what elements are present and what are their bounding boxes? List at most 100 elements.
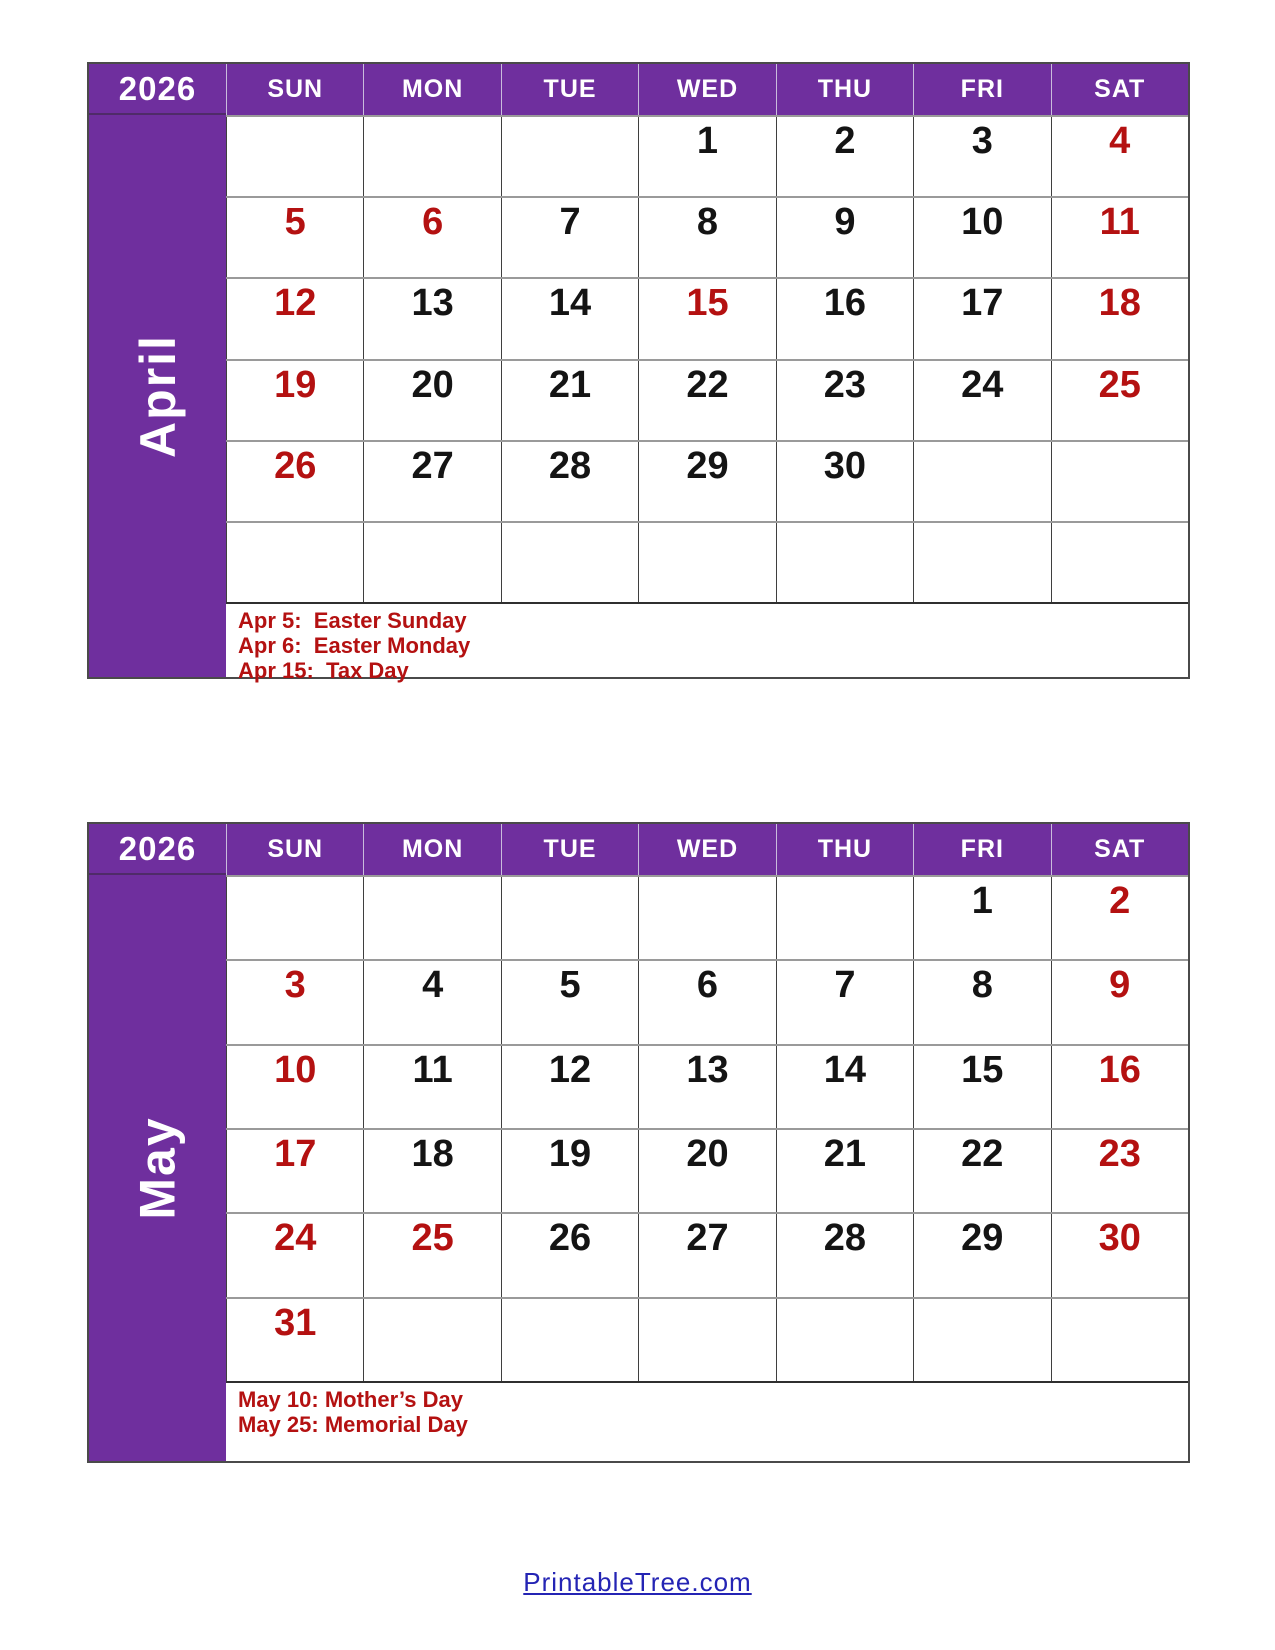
day-cell-1: 1 [638, 117, 775, 197]
day-cell-20: 20 [638, 1129, 775, 1213]
day-cell-empty [913, 1298, 1050, 1381]
april-grid-area: SUN MON TUE WED THU FRI SAT 1 2 3 4 5 6 7 8 9 10 11 12 13 1… [226, 64, 1188, 683]
day-cell-empty [913, 522, 1050, 603]
month-label-wrap: April [89, 115, 226, 677]
day-cell-25: 25 [363, 1214, 500, 1297]
day-header-fri: FRI [913, 64, 1050, 115]
printabletree-link[interactable]: PrintableTree.com [523, 1567, 752, 1597]
day-cell-3: 3 [913, 117, 1050, 197]
day-cell-25: 25 [1050, 360, 1188, 440]
day-cell-13: 13 [638, 1045, 775, 1128]
day-cell-15: 15 [913, 1045, 1050, 1128]
day-cell-empty [775, 522, 913, 603]
week-row: 24 25 26 27 28 29 30 [226, 1212, 1188, 1297]
day-cell-24: 24 [226, 1214, 363, 1297]
day-cell-9: 9 [775, 198, 913, 278]
day-cell-7: 7 [500, 198, 638, 278]
day-cell-5: 5 [226, 198, 363, 278]
day-cell-11: 11 [363, 1045, 500, 1128]
holiday-list: May 10: Mother’s Day May 25: Memorial Day [226, 1381, 1188, 1461]
day-cell-26: 26 [226, 441, 363, 521]
holiday-entry: Apr 6: Easter Monday [238, 633, 471, 658]
day-cell-21: 21 [500, 360, 638, 440]
day-cell-28: 28 [775, 1214, 913, 1297]
day-cell-28: 28 [500, 441, 638, 521]
month-label: April [129, 334, 186, 458]
day-cell-5: 5 [500, 961, 638, 1044]
day-cell-17: 17 [913, 279, 1050, 359]
day-cell-4: 4 [1050, 117, 1188, 197]
day-cell-empty [1050, 1298, 1188, 1381]
holiday-entry: Apr 15: Tax Day [238, 658, 409, 683]
day-cell-empty [500, 1298, 638, 1381]
day-cell-empty [638, 522, 775, 603]
day-cell-19: 19 [226, 360, 363, 440]
day-cell-31: 31 [226, 1298, 363, 1381]
day-header-wed: WED [638, 64, 775, 115]
week-row: 5 6 7 8 9 10 11 [226, 196, 1188, 278]
day-cell-23: 23 [1050, 1129, 1188, 1213]
day-cell-3: 3 [226, 961, 363, 1044]
day-cell-6: 6 [638, 961, 775, 1044]
year-label: 2026 [89, 824, 226, 875]
day-cell-21: 21 [775, 1129, 913, 1213]
day-cell-2: 2 [1050, 877, 1188, 960]
day-cell-4: 4 [363, 961, 500, 1044]
may-grid-area: SUN MON TUE WED THU FRI SAT 1 2 3 4 5 6 7 8 9 10 11 12 13 1… [226, 824, 1188, 1461]
month-label-wrap: May [89, 875, 226, 1461]
day-cell-14: 14 [775, 1045, 913, 1128]
day-cell-12: 12 [226, 279, 363, 359]
day-cell-empty [363, 117, 500, 197]
date-grid: 1 2 3 4 5 6 7 8 9 10 11 12 13 14 15 16 17 18 19 20 21 22 23 24 2… [226, 875, 1188, 1381]
week-row: 19 20 21 22 23 24 25 [226, 358, 1188, 440]
day-cell-empty [363, 1298, 500, 1381]
day-cell-7: 7 [775, 961, 913, 1044]
day-cell-empty [1050, 522, 1188, 603]
april-sidebar: 2026 April [89, 64, 226, 677]
day-cell-empty [226, 877, 363, 960]
footer: PrintableTree.com [0, 1567, 1275, 1598]
day-header-sat: SAT [1050, 824, 1188, 875]
day-cell-empty [775, 1298, 913, 1381]
day-header-mon: MON [363, 824, 500, 875]
day-cell-empty [500, 877, 638, 960]
day-header-mon: MON [363, 64, 500, 115]
day-header-sat: SAT [1050, 64, 1188, 115]
day-cell-9: 9 [1050, 961, 1188, 1044]
day-cell-27: 27 [638, 1214, 775, 1297]
day-cell-22: 22 [638, 360, 775, 440]
day-cell-29: 29 [638, 441, 775, 521]
day-header-thu: THU [775, 824, 913, 875]
day-cell-16: 16 [775, 279, 913, 359]
day-cell-8: 8 [913, 961, 1050, 1044]
day-header-wed: WED [638, 824, 775, 875]
day-cell-8: 8 [638, 198, 775, 278]
day-cell-19: 19 [500, 1129, 638, 1213]
day-cell-13: 13 [363, 279, 500, 359]
week-row [226, 520, 1188, 603]
day-header-fri: FRI [913, 824, 1050, 875]
day-header-tue: TUE [500, 64, 638, 115]
week-row: 17 18 19 20 21 22 23 [226, 1127, 1188, 1213]
day-cell-empty [638, 1298, 775, 1381]
day-cell-empty [638, 877, 775, 960]
day-header-thu: THU [775, 64, 913, 115]
day-cell-16: 16 [1050, 1045, 1188, 1128]
day-cell-12: 12 [500, 1045, 638, 1128]
holiday-list: Apr 5: Easter Sunday Apr 6: Easter Monday… [226, 602, 1188, 683]
day-cell-30: 30 [775, 441, 913, 521]
week-row: 10 11 12 13 14 15 16 [226, 1043, 1188, 1128]
day-header-tue: TUE [500, 824, 638, 875]
day-cell-27: 27 [363, 441, 500, 521]
day-cell-empty [363, 522, 500, 603]
holiday-entry: May 25: Memorial Day [238, 1412, 468, 1437]
day-cell-11: 11 [1050, 198, 1188, 278]
day-header-sun: SUN [226, 824, 363, 875]
year-label: 2026 [89, 64, 226, 115]
holiday-entry: Apr 5: Easter Sunday [238, 608, 467, 633]
